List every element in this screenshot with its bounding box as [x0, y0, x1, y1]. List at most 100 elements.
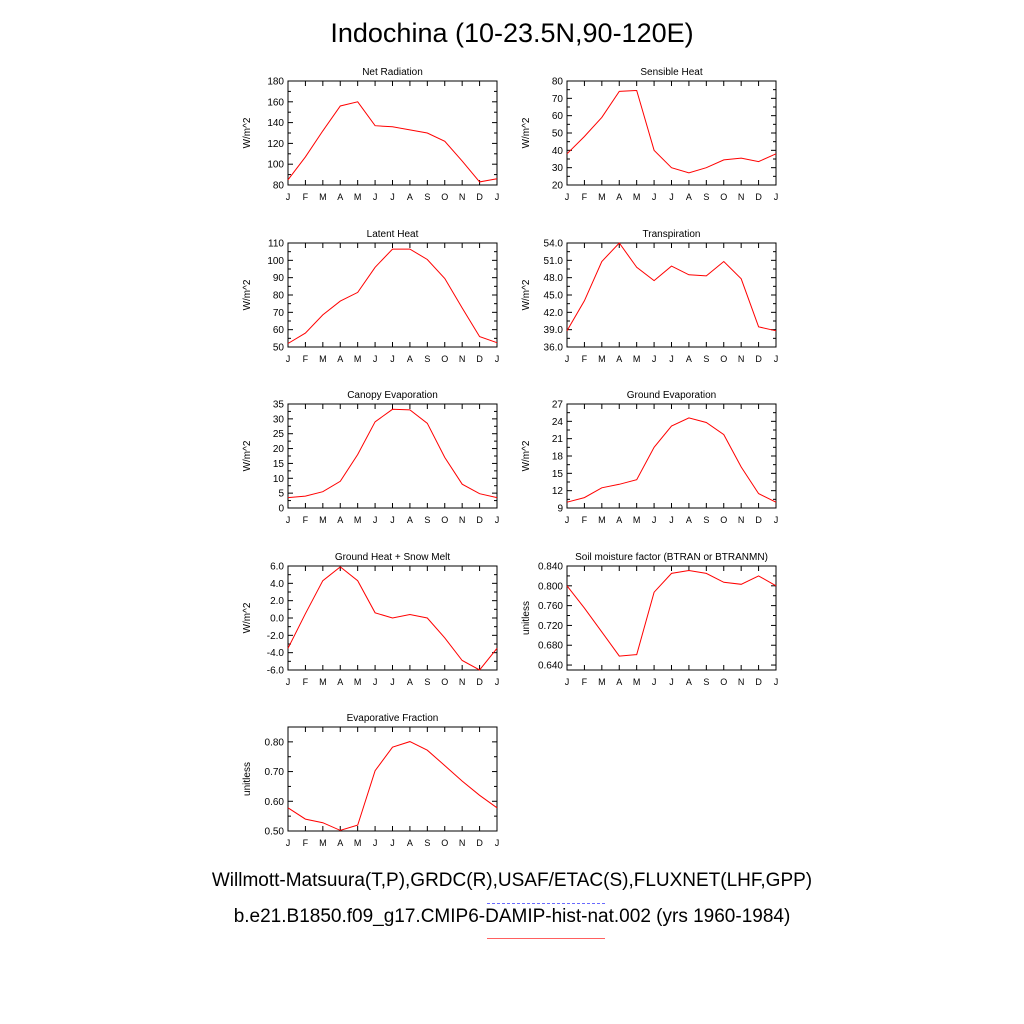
panel-title: Canopy Evaporation	[347, 390, 438, 401]
y-tick-label: 4.0	[270, 579, 284, 590]
x-tick-label: O	[720, 515, 727, 525]
x-tick-label: S	[424, 677, 430, 687]
x-tick-label: A	[337, 677, 343, 687]
x-tick-label: A	[686, 354, 692, 364]
x-tick-label: F	[582, 515, 588, 525]
x-tick-label: O	[441, 677, 448, 687]
x-tick-label: A	[337, 515, 343, 525]
y-tick-label: 9	[557, 504, 563, 515]
x-tick-label: J	[390, 677, 395, 687]
x-tick-label: J	[652, 515, 657, 525]
y-tick-label: 50	[552, 129, 564, 140]
y-tick-label: 0.70	[265, 767, 285, 778]
x-tick-label: M	[319, 354, 327, 364]
x-tick-label: F	[582, 192, 588, 202]
x-tick-label: J	[286, 677, 291, 687]
y-axis-label: W/m^2	[521, 440, 532, 471]
x-tick-label: J	[373, 192, 378, 202]
x-tick-label: J	[565, 192, 570, 202]
y-tick-label: 70	[273, 308, 285, 319]
y-tick-label: 0.60	[265, 797, 285, 808]
x-tick-label: A	[337, 838, 343, 848]
x-tick-label: N	[459, 192, 466, 202]
x-tick-label: J	[774, 677, 779, 687]
x-tick-label: F	[582, 677, 588, 687]
y-tick-label: 0	[278, 504, 284, 515]
plot-frame	[566, 565, 777, 671]
x-tick-label: F	[303, 515, 309, 525]
y-axis-label: W/m^2	[242, 279, 253, 310]
x-tick-label: O	[441, 354, 448, 364]
y-tick-label: 2.0	[270, 596, 284, 607]
x-tick-label: A	[616, 515, 622, 525]
x-tick-label: S	[424, 838, 430, 848]
chart-panel: J F M A M J J A S O N D J0.500.600.700.80Evaporative…	[242, 713, 499, 848]
series-line	[287, 101, 498, 183]
x-tick-label: J	[373, 838, 378, 848]
y-axis-label: W/m^2	[521, 279, 532, 310]
x-tick-label: N	[459, 677, 466, 687]
y-tick-label: 0.80	[265, 737, 285, 748]
y-tick-label: 10	[273, 474, 285, 485]
chart-panel: J F M A M J J A S O N D J36.039.042.045.048.051.054.…	[521, 229, 778, 364]
x-tick-label: J	[669, 515, 674, 525]
x-tick-label: J	[373, 515, 378, 525]
y-tick-label: 25	[273, 429, 285, 440]
y-tick-label: 36.0	[544, 343, 564, 354]
series-line	[287, 566, 498, 671]
x-tick-label: J	[495, 354, 500, 364]
y-tick-label: 39.0	[544, 325, 564, 336]
y-tick-label: 90	[273, 273, 285, 284]
x-tick-label: J	[669, 354, 674, 364]
panel-title: Latent Heat	[367, 229, 419, 240]
y-tick-label: 0.0	[270, 614, 284, 625]
series-line	[566, 417, 777, 503]
x-tick-label: J	[774, 192, 779, 202]
y-tick-label: 30	[273, 414, 285, 425]
x-tick-label: J	[669, 192, 674, 202]
plot-frame	[287, 726, 498, 832]
legend-observations-swatch	[487, 903, 605, 904]
x-tick-label: J	[373, 354, 378, 364]
x-tick-label: A	[407, 677, 413, 687]
plot-frame	[287, 242, 498, 348]
page-title: Indochina (10-23.5N,90-120E)	[330, 18, 694, 48]
x-tick-label: M	[319, 515, 327, 525]
y-tick-label: 80	[273, 291, 285, 302]
x-tick-label: J	[495, 515, 500, 525]
x-tick-label: D	[755, 192, 762, 202]
x-tick-label: J	[495, 838, 500, 848]
series-line	[566, 89, 777, 174]
y-tick-label: -2.0	[267, 631, 285, 642]
y-axis-label: unitless	[521, 601, 532, 635]
x-tick-label: F	[303, 838, 309, 848]
x-tick-label: N	[459, 838, 466, 848]
x-tick-label: A	[407, 515, 413, 525]
y-tick-label: 80	[273, 181, 285, 192]
x-tick-label: A	[407, 838, 413, 848]
plot-frame	[566, 403, 777, 509]
legend-model-swatch	[487, 938, 605, 939]
x-tick-label: J	[390, 354, 395, 364]
y-tick-label: 12	[552, 486, 564, 497]
x-tick-label: A	[686, 192, 692, 202]
x-tick-label: S	[424, 354, 430, 364]
x-tick-label: J	[652, 192, 657, 202]
x-tick-label: O	[441, 515, 448, 525]
y-tick-label: 80	[552, 77, 564, 88]
panel-title: Soil moisture factor (BTRAN or BTRANMN)	[575, 552, 768, 563]
y-tick-label: 0.640	[538, 661, 563, 672]
x-tick-label: A	[407, 354, 413, 364]
y-tick-label: 15	[552, 469, 564, 480]
y-tick-label: 20	[552, 181, 564, 192]
x-tick-label: J	[652, 354, 657, 364]
panel-title: Evaporative Fraction	[347, 713, 439, 724]
x-tick-label: D	[476, 677, 483, 687]
x-tick-label: N	[738, 677, 745, 687]
x-tick-label: D	[476, 192, 483, 202]
x-tick-label: J	[390, 192, 395, 202]
x-tick-label: S	[424, 192, 430, 202]
